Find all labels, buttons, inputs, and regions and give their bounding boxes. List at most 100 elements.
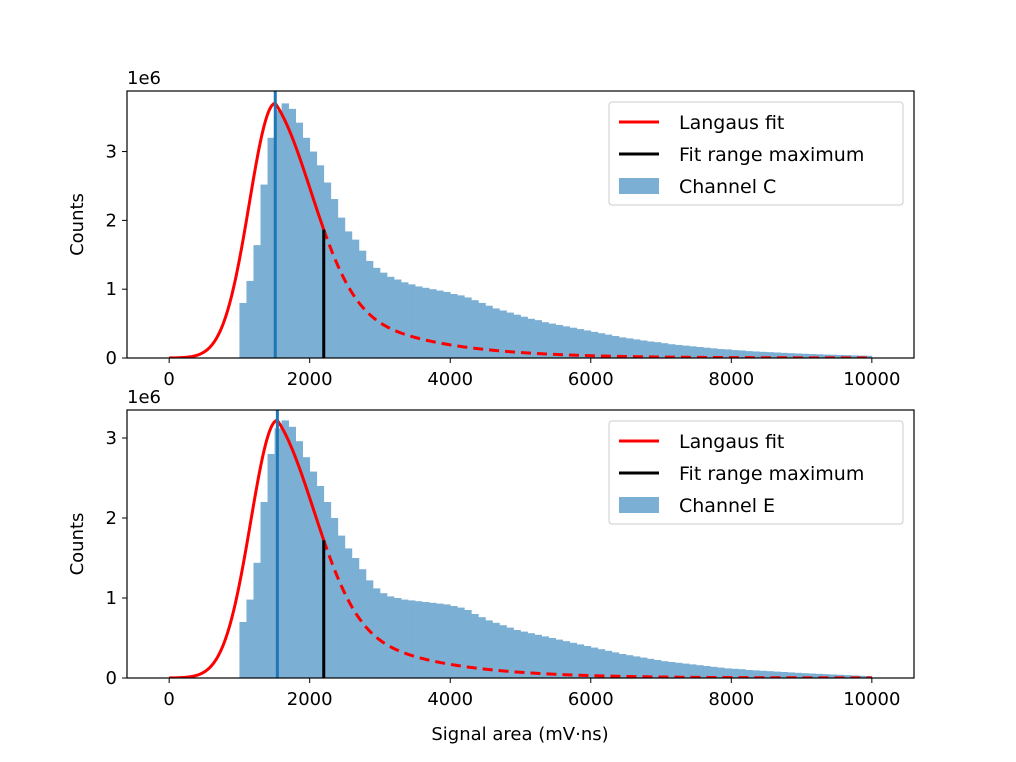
histogram-bar xyxy=(822,674,831,678)
histogram-bar xyxy=(639,657,648,678)
histogram-bar xyxy=(738,669,746,678)
y-scale-offset-label: 1e6 xyxy=(127,68,161,89)
histogram-bar xyxy=(443,604,451,678)
y-tick-label: 1 xyxy=(106,279,117,300)
histogram-bar xyxy=(457,295,465,358)
y-axis-label: Counts xyxy=(67,513,88,576)
histogram-bar xyxy=(246,599,254,678)
histogram-bar xyxy=(703,347,711,358)
y-tick-label: 1 xyxy=(106,588,117,609)
histogram-bar xyxy=(794,672,802,678)
histogram-bar xyxy=(569,327,578,358)
histogram-bar xyxy=(379,593,388,678)
histogram-bar xyxy=(583,646,592,678)
histogram-bar xyxy=(302,457,311,678)
y-tick-label: 0 xyxy=(106,668,117,689)
histogram-bar xyxy=(464,297,472,358)
histogram-bar xyxy=(239,622,247,678)
histogram-bar xyxy=(646,658,655,678)
histogram-bar xyxy=(309,471,318,678)
histogram-bar xyxy=(780,672,788,678)
histogram-bar xyxy=(689,346,697,358)
histogram-bar xyxy=(358,250,367,358)
histogram-bar xyxy=(625,338,634,358)
histogram-bar xyxy=(675,344,683,358)
histogram-bar xyxy=(527,633,535,678)
y-tick-label: 0 xyxy=(106,348,117,369)
histogram-bar xyxy=(485,305,493,358)
histogram-bar xyxy=(675,662,683,678)
histogram-bar xyxy=(478,302,486,358)
histogram-bar xyxy=(351,239,360,358)
histogram-bar xyxy=(787,672,795,678)
histogram-bar xyxy=(429,289,437,358)
axes-frame xyxy=(126,409,915,679)
histogram-bar xyxy=(330,199,339,358)
histogram-bar xyxy=(759,351,767,358)
histogram-bar xyxy=(618,654,627,678)
histogram-bar xyxy=(717,667,725,678)
histogram-bar xyxy=(260,502,268,678)
x-tick-label: 2000 xyxy=(287,689,333,710)
histogram-bar xyxy=(773,352,781,358)
histogram-bar xyxy=(611,652,620,678)
histogram-bar xyxy=(386,596,395,678)
langaus-fit-extrapolation xyxy=(322,539,872,678)
histogram-bar xyxy=(372,267,381,358)
histogram-bar xyxy=(710,348,718,358)
histogram-bar xyxy=(394,598,402,678)
histogram-bar xyxy=(562,326,571,358)
legend-frame xyxy=(608,101,904,206)
histogram-bar xyxy=(815,354,824,358)
histogram-bar xyxy=(752,670,760,678)
histogram-bar xyxy=(590,331,599,358)
histogram-bar xyxy=(703,666,711,678)
histogram-bar xyxy=(576,329,585,358)
histogram-bar xyxy=(661,343,669,358)
histogram-bar xyxy=(471,614,479,678)
legend: Langaus fit Fit range maximum Channel C xyxy=(608,101,904,206)
panel-channel-c: 0 2000 4000 6000 8000 10000 0 1 2 3 Counts 1e6 Langa… xyxy=(67,68,915,390)
histogram-bar xyxy=(492,308,500,358)
legend-entry-label: Fit range maximum xyxy=(679,144,864,166)
histogram-bar xyxy=(738,350,746,358)
histogram-bar xyxy=(429,602,437,678)
panel-channel-e: 0 2000 4000 6000 8000 10000 0 1 2 3 Counts 1e6 Langa… xyxy=(67,387,915,710)
plot-area xyxy=(169,91,873,358)
histogram-bar xyxy=(548,323,556,358)
histogram-bar xyxy=(316,165,325,358)
histogram-bar xyxy=(408,284,416,358)
histogram-bar xyxy=(527,318,535,358)
histogram-bar xyxy=(541,636,549,678)
histogram-bar xyxy=(724,668,732,678)
histogram-bar xyxy=(499,625,507,678)
histogram-bar xyxy=(534,320,542,358)
histogram-bar xyxy=(422,602,430,678)
histogram-bar xyxy=(822,354,831,358)
histogram-bar xyxy=(344,231,353,358)
histogram-bar xyxy=(358,569,367,678)
histogram-bar xyxy=(562,641,571,678)
histogram-bar xyxy=(590,647,599,678)
langaus-fit-curve xyxy=(169,101,326,358)
histogram-bar xyxy=(752,351,760,358)
histogram-bar xyxy=(379,272,388,358)
histogram-bar xyxy=(457,607,465,678)
axes-frame xyxy=(126,90,915,359)
histogram-bar xyxy=(808,354,816,358)
histogram-bar xyxy=(654,342,662,358)
histogram-bar xyxy=(450,606,458,678)
histogram-bar xyxy=(506,312,514,358)
histogram-bar xyxy=(724,349,732,358)
histogram-bar xyxy=(745,670,753,678)
histogram-bar xyxy=(787,353,795,358)
y-tick-label: 2 xyxy=(106,508,117,529)
histogram-bar xyxy=(415,286,423,358)
histogram-bar xyxy=(759,670,767,678)
histogram-bar xyxy=(731,668,739,678)
histogram-bar xyxy=(267,137,275,358)
histogram-bar xyxy=(386,276,395,358)
histogram-bar xyxy=(555,324,564,358)
legend-entry-label: Channel C xyxy=(679,176,776,198)
legend: Langaus fit Fit range maximum Channel E xyxy=(608,420,904,525)
